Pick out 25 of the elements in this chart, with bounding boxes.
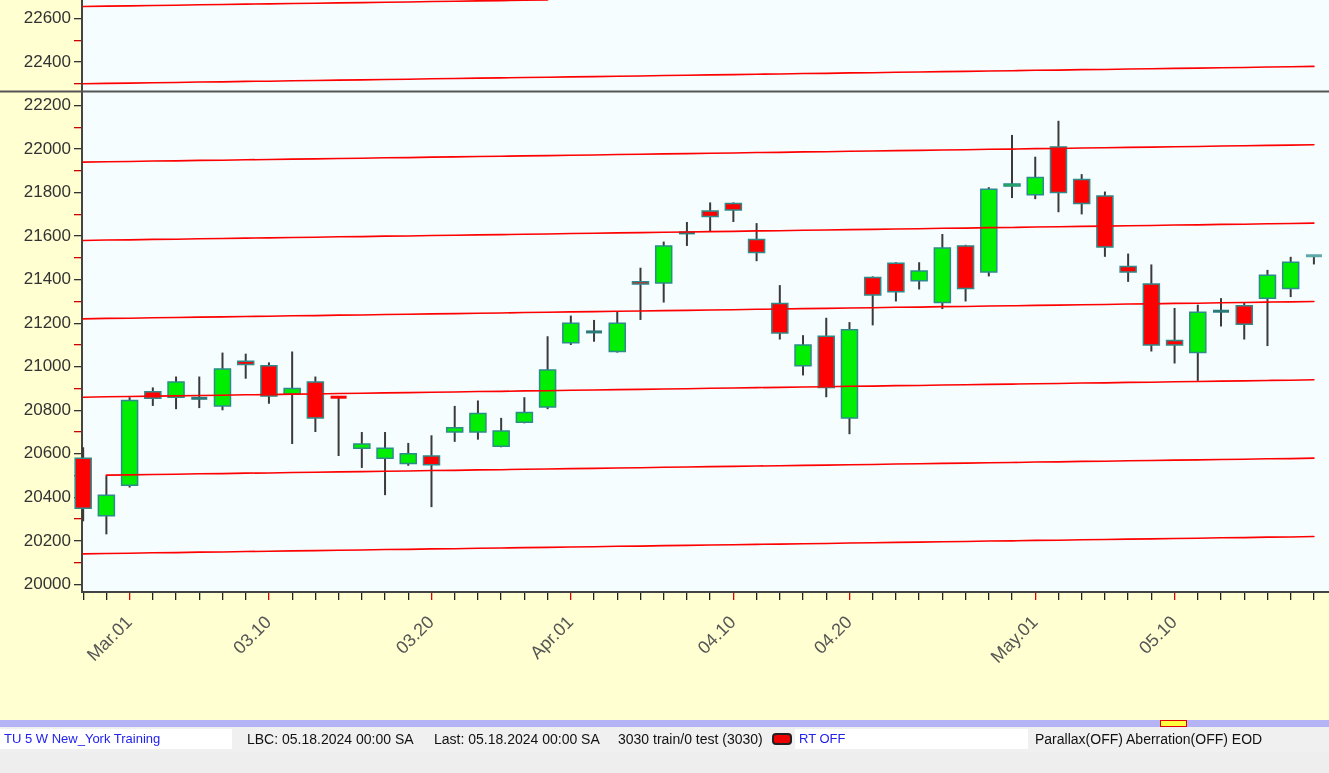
text: LBC: 05.18.2024 00:00 SA — [247, 730, 414, 749]
y-tick-label: 20000 — [23, 574, 71, 594]
y-tick-label: 20200 — [23, 530, 71, 550]
candlestick — [586, 318, 604, 343]
y-tick-label: 21400 — [23, 269, 71, 289]
y-tick-label: 21800 — [23, 182, 71, 202]
text: RT OFF — [795, 729, 1028, 749]
candlestick — [1213, 297, 1230, 328]
text: Last: 05.18.2024 00:00 SA — [434, 730, 600, 749]
y-tick-label: 22000 — [23, 138, 71, 158]
y-tick-label: 22400 — [23, 51, 71, 71]
y-tick-label: 22200 — [23, 95, 71, 115]
text: TU 5 W New_York Training — [0, 729, 232, 749]
y-tick-label: 22600 — [23, 8, 71, 28]
candlestick — [191, 375, 208, 410]
y-tick-label: 21000 — [23, 356, 71, 376]
y-tick-label: 20800 — [23, 399, 71, 419]
y-tick-label: 20600 — [23, 443, 71, 463]
text: 3030 train/0 test (3030) — [618, 730, 763, 749]
y-tick-label: 20400 — [23, 487, 71, 507]
y-tick-label: 21200 — [23, 312, 71, 332]
y-tick-label: 21600 — [23, 225, 71, 245]
candlestick — [330, 395, 347, 457]
candlestick — [1072, 173, 1091, 216]
text: Parallax(OFF) Aberration(OFF) EOD — [1035, 730, 1263, 749]
